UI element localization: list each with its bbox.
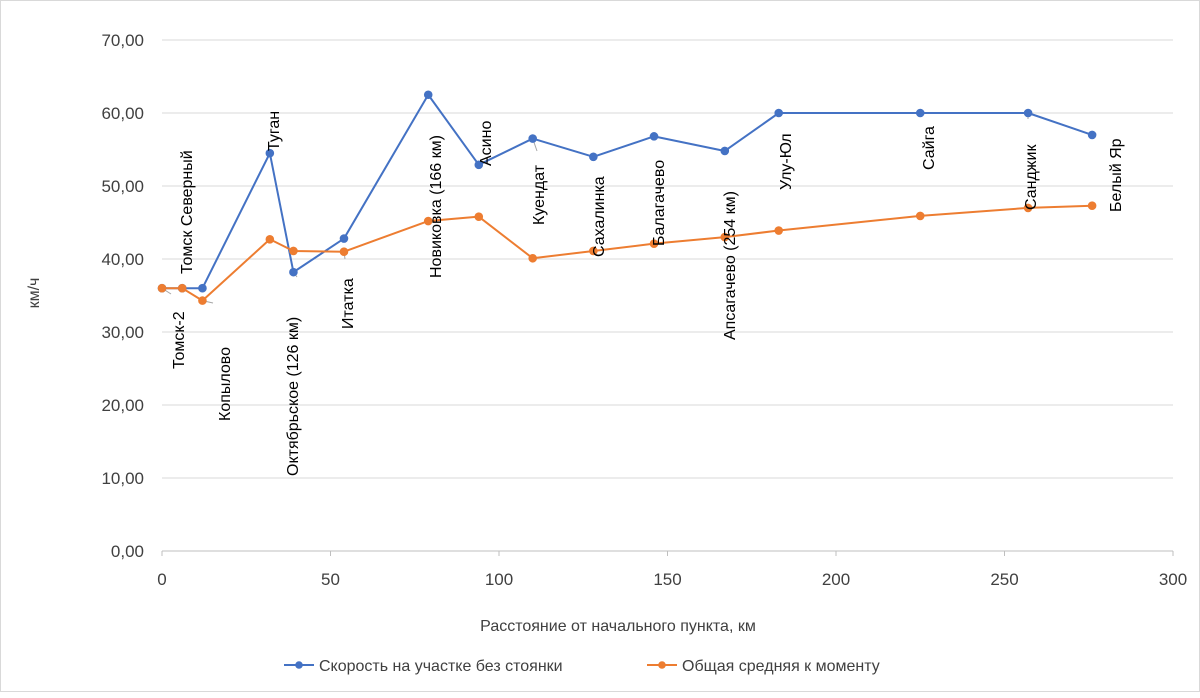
average-data-point xyxy=(775,227,783,235)
x-tick-label: 150 xyxy=(653,570,681,589)
station-label: Туган xyxy=(266,111,283,151)
speed-data-point xyxy=(340,235,348,243)
speed-data-point xyxy=(916,109,924,117)
station-label: Томск-2 xyxy=(171,311,188,369)
station-label: Санджик xyxy=(1023,144,1040,210)
y-tick-label: 10,00 xyxy=(101,469,144,488)
average-data-point xyxy=(916,212,924,220)
x-tick-label: 250 xyxy=(990,570,1018,589)
speed-data-point xyxy=(590,153,598,161)
x-tick-label: 200 xyxy=(822,570,850,589)
average-data-point xyxy=(529,254,537,262)
y-tick-label: 40,00 xyxy=(101,250,144,269)
station-label: Апсагачево (254 км) xyxy=(722,191,739,340)
legend-marker-average xyxy=(658,661,666,669)
station-label: Октябрьское (126 км) xyxy=(285,317,302,476)
y-tick-label: 20,00 xyxy=(101,396,144,415)
station-label: Новиковка (166 км) xyxy=(428,135,445,278)
station-label: Сахалинка xyxy=(591,176,608,257)
speed-data-point xyxy=(1024,109,1032,117)
legend: Скорость на участке без стоянки Общая ср… xyxy=(284,658,880,675)
x-tick-label: 0 xyxy=(157,570,166,589)
y-tick-label: 60,00 xyxy=(101,104,144,123)
legend-label-average: Общая средняя к моменту xyxy=(682,658,880,675)
x-tick-label: 300 xyxy=(1159,570,1187,589)
station-label: Копылово xyxy=(217,347,234,421)
speed-data-point xyxy=(721,147,729,155)
speed-data-point xyxy=(529,135,537,143)
average-data-point xyxy=(158,284,166,292)
x-tick-label: 50 xyxy=(321,570,340,589)
average-data-point xyxy=(1088,202,1096,210)
average-data-point xyxy=(340,248,348,256)
speed-data-point xyxy=(1088,131,1096,139)
speed-data-point xyxy=(650,133,658,141)
average-data-point xyxy=(199,297,207,305)
legend-marker-speed xyxy=(295,661,303,669)
station-label: Улу-Юл xyxy=(778,133,795,190)
series-lines xyxy=(162,95,1092,301)
speed-data-point xyxy=(290,268,298,276)
average-data-point xyxy=(290,247,298,255)
y-tick-label: 50,00 xyxy=(101,177,144,196)
station-labels: Томск-2 Томск Северный Копылово Туган Октябр… xyxy=(171,111,1125,476)
station-label: Куендат xyxy=(531,164,548,225)
station-label: Балагачево xyxy=(651,160,668,246)
station-label: Итатка xyxy=(340,278,357,329)
station-label: Сайга xyxy=(921,126,938,170)
x-axis-title: Расстояние от начального пункта, км xyxy=(480,618,756,635)
station-label: Белый Яр xyxy=(1108,138,1125,212)
average-data-point xyxy=(475,213,483,221)
average-data-point xyxy=(266,235,274,243)
series-markers xyxy=(158,91,1096,304)
speed-data-point xyxy=(775,109,783,117)
legend-label-speed: Скорость на участке без стоянки xyxy=(319,658,563,675)
y-tick-label: 70,00 xyxy=(101,31,144,50)
x-tick-label: 100 xyxy=(485,570,513,589)
y-tick-label: 30,00 xyxy=(101,323,144,342)
speed-data-point xyxy=(199,284,207,292)
average-series-line xyxy=(162,206,1092,301)
y-tick-label: 0,00 xyxy=(111,542,144,561)
y-axis-title: км/ч xyxy=(26,278,43,309)
average-data-point xyxy=(178,284,186,292)
station-label: Томск Северный xyxy=(179,150,196,274)
station-label: Асино xyxy=(478,121,495,166)
speed-data-point xyxy=(424,91,432,99)
